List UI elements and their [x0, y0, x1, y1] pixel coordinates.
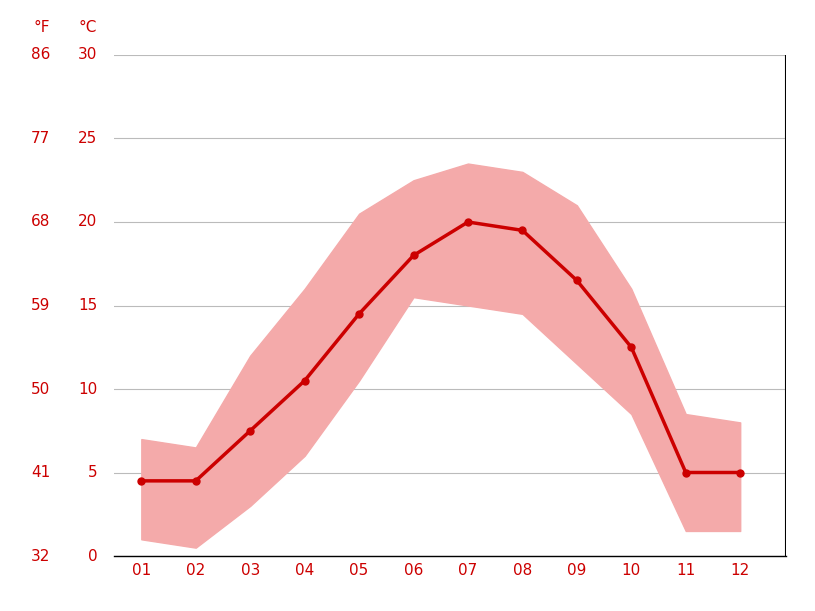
Text: 15: 15: [78, 298, 97, 313]
Text: 50: 50: [31, 381, 51, 397]
Text: °C: °C: [79, 20, 97, 35]
Text: 86: 86: [31, 48, 51, 62]
Text: 68: 68: [31, 214, 51, 230]
Text: 30: 30: [78, 48, 97, 62]
Text: 25: 25: [78, 131, 97, 146]
Text: 20: 20: [78, 214, 97, 230]
Text: 41: 41: [31, 465, 51, 480]
Text: 59: 59: [31, 298, 51, 313]
Text: 77: 77: [31, 131, 51, 146]
Text: 5: 5: [88, 465, 97, 480]
Text: 10: 10: [78, 381, 97, 397]
Text: 32: 32: [31, 549, 51, 563]
Text: 0: 0: [88, 549, 97, 563]
Text: °F: °F: [33, 20, 51, 35]
